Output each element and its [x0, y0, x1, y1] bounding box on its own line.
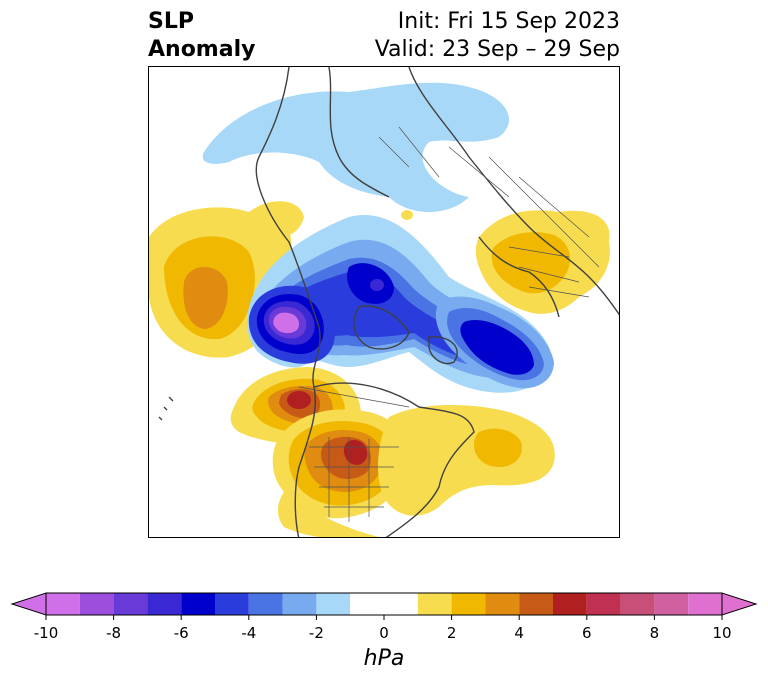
colorbar-segment: [620, 593, 655, 615]
anomaly-low-siberia: [202, 82, 509, 212]
title-variable: SLP: [148, 9, 194, 34]
coastline-bering: [328, 67, 390, 198]
coastline-west-north-america: [255, 67, 321, 537]
colorbar-tick-label: -10: [34, 624, 59, 642]
colorbar-segment: [46, 593, 80, 615]
colorbar-segment: [350, 593, 418, 615]
colorbar-segment: [248, 593, 283, 615]
colorbar-segment: [485, 593, 520, 615]
colorbar-extend-max: [721, 592, 758, 616]
colorbar-tick-label: 4: [514, 624, 524, 642]
colorbar-segment: [215, 593, 249, 615]
colorbar-tick-label: -6: [174, 624, 189, 642]
colorbar-segment: [147, 593, 182, 615]
colorbar-tick-label: 6: [582, 624, 592, 642]
colorbar-segment: [553, 593, 587, 615]
anomaly-low-barents: [435, 296, 554, 389]
coastline-eurasia: [408, 67, 619, 316]
colorbar-extend-min: [10, 592, 47, 616]
colorbar-segment: [79, 593, 114, 615]
coastline-east-north-america: [313, 382, 475, 537]
colorbar-segment: [181, 593, 215, 615]
iceland-outline: [428, 336, 458, 365]
colorbar-segment: [586, 593, 621, 615]
coastline-islands: [158, 396, 174, 421]
colorbar-units: hPa: [363, 646, 405, 671]
anomaly-map: [149, 67, 619, 537]
political-borders: [298, 126, 600, 522]
colorbar-tick-label: -4: [241, 624, 256, 642]
colorbar-segment: [688, 593, 722, 615]
anomaly-high-north-atlantic: [377, 405, 555, 516]
colorbar: -10 -8 -6 -4 -2 0 2 4 6 8 10: [10, 592, 758, 642]
colorbar-segment: [282, 593, 317, 615]
map-panel: [148, 66, 620, 538]
init-date: Init: Fri 15 Sep 2023: [397, 9, 620, 34]
colorbar-segment: [519, 593, 553, 615]
colorbar-segment: [113, 593, 148, 615]
colorbar-segment: [316, 593, 351, 615]
map-title: SLP Anomaly: [148, 8, 255, 64]
title-variable-type: Anomaly: [148, 37, 256, 62]
valid-dates: Valid: 23 Sep – 29 Sep: [374, 37, 620, 62]
coastline-europe: [478, 236, 560, 318]
colorbar-segment: [451, 593, 486, 615]
anomaly-low-gulf-of-alaska: [248, 285, 335, 364]
colorbar-segments: [10, 592, 758, 616]
colorbar-tick-label: 8: [650, 624, 660, 642]
anomaly-high-pacific: [149, 201, 304, 358]
colorbar-ticks: -10 -8 -6 -4 -2 0 2 4 6 8 10: [34, 615, 732, 642]
map-dates: Init: Fri 15 Sep 2023 Valid: 23 Sep – 29…: [375, 8, 620, 64]
colorbar-tick-label: -8: [106, 624, 121, 642]
colorbar-tick-label: -2: [309, 624, 324, 642]
coastlines: [158, 67, 619, 537]
colorbar-tick-label: 0: [379, 624, 389, 642]
colorbar-segment: [417, 593, 452, 615]
greenland-outline: [353, 305, 410, 350]
colorbar-tick-label: 10: [712, 624, 731, 642]
colorbar-segment: [654, 593, 689, 615]
colorbar-tick-label: 2: [447, 624, 457, 642]
